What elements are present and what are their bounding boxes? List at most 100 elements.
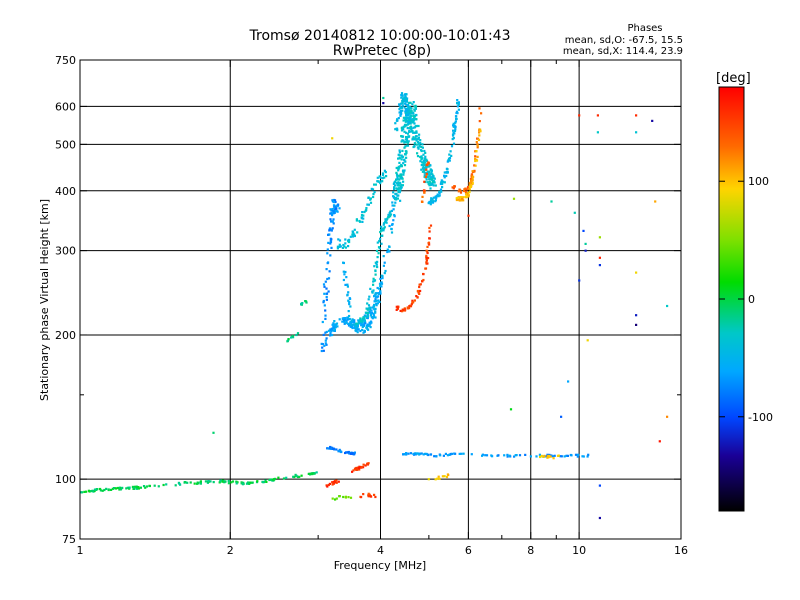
echo-point	[309, 472, 312, 475]
echo-point	[351, 235, 354, 238]
echo-point	[475, 141, 478, 144]
grid-lines	[80, 60, 681, 539]
echo-point	[374, 183, 377, 186]
echo-point	[322, 333, 325, 336]
echo-point	[227, 482, 230, 485]
echo-point	[421, 200, 424, 203]
echo-point	[337, 480, 340, 483]
echo-point	[379, 284, 382, 288]
echo-point	[377, 252, 380, 255]
echo-point	[369, 197, 372, 200]
echo-point	[327, 277, 331, 280]
echo-point	[406, 97, 409, 100]
echo-point	[376, 286, 379, 290]
echo-point	[514, 454, 517, 457]
echo-point	[397, 181, 400, 184]
echo-point	[403, 130, 406, 133]
echo-point	[422, 166, 425, 170]
echo-point	[382, 222, 386, 225]
echo-point	[121, 486, 124, 489]
echo-point	[373, 295, 376, 298]
echo-point	[417, 142, 420, 145]
echo-point	[330, 327, 333, 330]
echo-point	[444, 452, 447, 455]
echo-point	[598, 264, 601, 267]
echo-point	[368, 308, 371, 311]
echo-point	[388, 224, 391, 228]
echo-point	[429, 187, 432, 190]
echo-point	[148, 484, 151, 488]
echo-point	[429, 224, 433, 227]
echo-point	[81, 491, 84, 494]
echo-point	[401, 184, 404, 187]
echo-point	[401, 101, 404, 104]
echo-point	[416, 152, 419, 155]
echo-point	[425, 178, 428, 181]
echo-point	[405, 120, 408, 123]
echo-point	[416, 143, 419, 146]
echo-point	[503, 454, 506, 457]
echo-point	[353, 234, 356, 238]
echo-point	[134, 485, 137, 488]
echo-point	[400, 92, 404, 95]
echo-point	[415, 139, 418, 142]
echo-point	[430, 197, 433, 200]
echo-point	[347, 299, 350, 302]
echo-point	[584, 242, 587, 245]
echo-point	[387, 249, 390, 253]
echo-point	[369, 495, 372, 498]
echo-point	[435, 194, 439, 198]
echo-point	[447, 157, 451, 160]
echo-point	[474, 155, 477, 158]
echo-point	[437, 475, 440, 478]
echo-point	[337, 238, 340, 241]
echo-point	[456, 99, 459, 102]
echo-point	[509, 408, 513, 411]
echo-point	[402, 170, 405, 173]
echo-point	[455, 117, 458, 120]
y-tick-label: 600	[55, 100, 76, 113]
echo-point	[429, 453, 433, 456]
echo-point	[407, 135, 410, 138]
echo-point	[395, 173, 399, 176]
echo-point	[407, 109, 410, 112]
echo-point	[458, 452, 461, 455]
echo-point	[379, 182, 382, 185]
echo-point	[331, 212, 334, 215]
echo-point	[367, 495, 370, 498]
echo-point	[455, 197, 458, 200]
echo-point	[321, 320, 324, 324]
echo-point	[402, 97, 405, 100]
echo-point	[358, 468, 361, 471]
echo-point	[478, 128, 481, 131]
echo-point	[356, 467, 359, 470]
echo-point	[338, 318, 341, 321]
echo-point	[476, 144, 479, 147]
echo-point	[402, 119, 405, 122]
echo-point	[424, 161, 427, 164]
echo-point	[406, 307, 410, 310]
echo-point	[471, 182, 474, 185]
echo-point	[471, 174, 474, 177]
echo-point	[245, 482, 249, 485]
echo-point	[347, 245, 350, 248]
echo-point	[328, 270, 331, 273]
echo-point	[394, 122, 397, 125]
echo-point	[330, 228, 333, 231]
echo-point	[305, 301, 308, 304]
echo-point	[456, 101, 459, 105]
echo-point	[204, 480, 207, 483]
echo-point	[407, 140, 410, 143]
echo-point	[373, 191, 376, 194]
echo-point	[328, 227, 332, 230]
echo-point	[551, 455, 554, 458]
echo-points	[79, 92, 669, 520]
echo-point	[368, 306, 371, 309]
echo-point	[221, 480, 224, 483]
echo-point	[435, 455, 438, 458]
echo-point	[402, 453, 405, 456]
echo-point	[369, 201, 373, 204]
echo-point	[420, 149, 423, 153]
echo-point	[401, 139, 404, 142]
echo-point	[325, 337, 328, 340]
